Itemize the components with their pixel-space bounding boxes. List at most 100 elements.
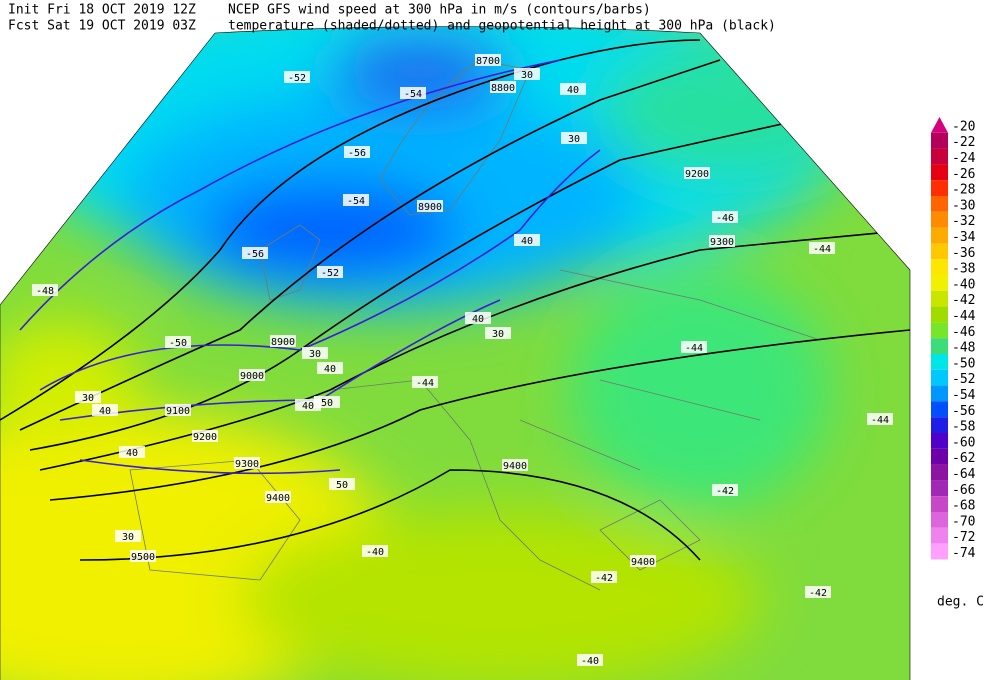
temperature-label: -52 [321, 268, 339, 279]
colorbar-label: -46 [952, 325, 975, 340]
label-box [343, 194, 369, 206]
label-box [317, 266, 343, 278]
label-box [314, 396, 340, 408]
colorbar-label: -34 [952, 230, 976, 245]
colorbar-swatch [931, 227, 948, 244]
init-time: Init Fri 18 OCT 2019 12Z [8, 3, 196, 18]
label-box [400, 87, 426, 99]
wind-label: 40 [567, 85, 579, 96]
label-box [317, 362, 343, 374]
colorbar-swatch [931, 196, 948, 212]
height-label: 9400 [503, 461, 527, 472]
temperature-label: -44 [871, 415, 889, 426]
label-box [684, 167, 710, 179]
temperature-label: -44 [685, 343, 703, 354]
colorbar-swatch [931, 496, 948, 512]
colorbar-swatch [931, 354, 948, 370]
colorbar-label: -60 [952, 435, 975, 450]
label-box [119, 446, 145, 458]
colorbar-label: -44 [952, 309, 976, 324]
colorbar-swatch [931, 243, 948, 260]
label-box [577, 654, 603, 666]
colorbar-swatch [931, 306, 948, 323]
title-line-1: NCEP GFS wind speed at 300 hPa in m/s (c… [228, 3, 651, 18]
label-box [329, 478, 355, 490]
colorbar-swatch [931, 543, 948, 560]
height-label: 9200 [685, 169, 709, 180]
label-box [514, 68, 540, 80]
wind-label: 30 [521, 70, 533, 81]
height-label: 9300 [235, 459, 259, 470]
height-label: 9400 [631, 557, 655, 568]
temperature-label: -54 [347, 196, 365, 207]
temperature-label: -50 [169, 338, 187, 349]
height-label: 9400 [266, 493, 290, 504]
map-area: 8700 8800 8900 8900 9000 9100 9200 9300 9400 9500… [0, 26, 910, 680]
colorbar-swatch [931, 512, 948, 528]
colorbar-swatch [931, 448, 948, 465]
label-box [490, 81, 516, 93]
wind-label: 40 [302, 401, 314, 412]
height-label: 8700 [476, 56, 500, 67]
colorbar-swatch [931, 527, 948, 544]
label-box [591, 571, 617, 583]
colorbar-label: -66 [952, 483, 975, 498]
colorbar-label: -58 [952, 420, 975, 435]
label-box [412, 376, 438, 388]
colorbar-swatch [931, 401, 948, 418]
label-box [302, 347, 328, 359]
temperature-label: -56 [348, 148, 366, 159]
height-label: 8900 [271, 337, 295, 348]
label-box [485, 327, 511, 339]
wind-label: 30 [492, 329, 504, 340]
colorbar-swatch [931, 322, 948, 339]
label-box [265, 491, 291, 503]
wind-label: 30 [82, 393, 94, 404]
height-label: 9300 [710, 237, 734, 248]
colorbar-swatch [931, 117, 948, 133]
colorbar-label: -28 [952, 183, 975, 198]
colorbar-swatch [931, 211, 948, 228]
label-box [239, 369, 265, 381]
label-box [165, 336, 191, 348]
colorbar-swatch [931, 369, 948, 386]
temperature-label: -48 [36, 286, 54, 297]
colorbar-swatch [931, 132, 948, 149]
label-box [867, 413, 893, 425]
wind-label: 50 [336, 480, 348, 491]
label-box [165, 404, 191, 416]
temperature-label: -56 [246, 249, 264, 260]
map-border [0, 26, 911, 680]
height-label: 9000 [240, 371, 264, 382]
colorbar-label: -62 [952, 451, 975, 466]
temperature-label: -42 [809, 588, 827, 599]
label-box [234, 457, 260, 469]
colorbar-swatch [931, 290, 948, 307]
colorbar-label: -22 [952, 135, 975, 150]
height-label: 9500 [131, 552, 155, 563]
label-box [75, 391, 101, 403]
label-box [242, 247, 268, 259]
label-box [630, 555, 656, 567]
colorbar-label: -36 [952, 246, 975, 261]
colorbar-swatch [931, 180, 948, 196]
title-line-2: temperature (shaded/dotted) and geopoten… [228, 19, 776, 34]
wind-label: 40 [521, 236, 533, 247]
colorbar-label: -30 [952, 198, 975, 213]
colorbar-label: -54 [952, 388, 976, 403]
temperature-label: -42 [595, 573, 613, 584]
wind-label: 30 [568, 134, 580, 145]
height-label: 8900 [418, 202, 442, 213]
label-box [344, 146, 370, 158]
label-box [561, 132, 587, 144]
label-box [514, 234, 540, 246]
label-box [681, 341, 707, 353]
colorbar-swatch [931, 164, 948, 181]
wind-label: 50 [321, 398, 333, 409]
colorbar-label: -32 [952, 214, 975, 229]
wind-label: 40 [126, 448, 138, 459]
colorbar-swatch [931, 385, 948, 402]
colorbar-swatch [931, 148, 948, 165]
temperature-label: -40 [366, 547, 384, 558]
